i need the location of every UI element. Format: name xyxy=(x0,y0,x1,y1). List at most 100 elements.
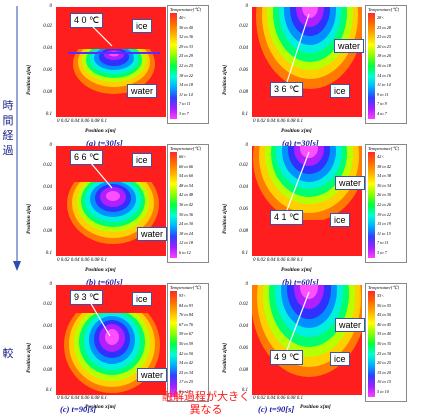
legend-title: Temperature[℃] xyxy=(368,146,400,151)
legend-item: 67 to 76 xyxy=(179,321,194,327)
x-ticks: 0 0.02 0.04 0.06 0.08 0.1 xyxy=(57,119,107,124)
legend-item: 36 to 42 xyxy=(179,201,194,207)
y-tick: 0 xyxy=(245,143,249,148)
panel-caption: (b) t=60[s] xyxy=(282,277,319,287)
legend-item: 66< xyxy=(179,154,187,159)
legend-item: 26 to 30 xyxy=(377,192,392,198)
color-legend: Temperature[℃] 40< 36 to 40 32 to 36 29 … xyxy=(167,5,209,124)
legend-list: 93< 84 to 93 76 to 84 67 to 76 59 to 67 … xyxy=(179,291,193,397)
legend-item: 42 to 48 xyxy=(179,192,194,198)
temp-pointer xyxy=(88,161,118,195)
y-axis-label: Position z[m] xyxy=(222,342,228,373)
y-tick: 0.08 xyxy=(43,368,52,373)
legend-item: 34 to 42 xyxy=(179,360,194,366)
legend-item: 10 to 15 xyxy=(377,379,392,385)
panel-caption: (a) t=30[s] xyxy=(86,138,123,148)
x-axis-label: Position x[m] xyxy=(85,267,116,273)
legend-item: 32 to 36 xyxy=(179,34,194,40)
y-tick: 0.08 xyxy=(239,229,248,234)
legend-item: 50 to 55 xyxy=(377,302,392,308)
legend-item: 22 to 25 xyxy=(179,62,194,68)
legend-item: 60 to 66 xyxy=(179,163,194,169)
temp-label: 6 6 ℃ xyxy=(70,150,104,165)
contour-plot-c-right xyxy=(252,285,362,395)
legend-item: 14 to 16 xyxy=(377,72,392,78)
legend-item: 18 to 22 xyxy=(179,72,194,78)
x-ticks: 0 0.02 0.04 0.06 0.08 0.1 xyxy=(253,396,303,401)
y-tick: 0.08 xyxy=(239,90,248,95)
x-axis-label: Position x[m] xyxy=(85,404,116,410)
y-tick: 0.02 xyxy=(43,24,52,29)
y-tick: 0.02 xyxy=(239,302,248,307)
x-ticks: 0 0.02 0.04 0.06 0.08 0.1 xyxy=(57,396,107,401)
y-tick: 0.04 xyxy=(43,46,52,51)
y-tick: 0.06 xyxy=(43,346,52,351)
legend-item: 93< xyxy=(179,293,187,298)
compare-label: 較 xyxy=(2,347,14,360)
legend-item: 34 to 38 xyxy=(377,173,392,179)
water-label: water xyxy=(137,368,168,382)
legend-item: 6 to 12 xyxy=(179,249,191,255)
panel-caption: (b) t=60[s] xyxy=(86,277,123,287)
x-ticks: 0 0.02 0.04 0.06 0.08 0.1 xyxy=(253,258,303,263)
legend-item: 3 to 7 xyxy=(179,110,189,116)
y-axis-label: Position z[m] xyxy=(26,203,32,234)
temp-pointer xyxy=(88,301,118,343)
temp-pointer xyxy=(285,150,315,217)
legend-title: Temperature[℃] xyxy=(368,285,400,290)
legend-list: 55< 50 to 55 45 to 50 40 to 45 35 to 40 … xyxy=(377,291,391,397)
temp-label: 9 3 ℃ xyxy=(70,290,104,305)
y-axis-label: Position z[m] xyxy=(26,64,32,95)
y-tick: 0.08 xyxy=(43,90,52,95)
y-axis-label: Position z[m] xyxy=(26,342,32,373)
legend-item: 48 to 54 xyxy=(179,182,194,188)
legend-item: 84 to 93 xyxy=(179,302,194,308)
panel-caption: (a) t=30[s] xyxy=(282,138,319,148)
y-tick: 0.02 xyxy=(43,302,52,307)
legend-item: 25 to 30 xyxy=(377,350,392,356)
legend-title: Temperature[℃] xyxy=(170,7,202,12)
y-tick: 0.04 xyxy=(239,324,248,329)
temp-pointer xyxy=(285,290,315,357)
x-ticks: 0 0.02 0.04 0.06 0.08 0.1 xyxy=(57,258,107,263)
color-legend: Temperature[℃] 66< 60 to 66 54 to 60 48 … xyxy=(167,144,209,263)
water-label: water xyxy=(335,318,366,332)
legend-item: 17 to 25 xyxy=(179,379,194,385)
legend-item: 7 to 9 xyxy=(377,101,387,107)
y-tick: 0 xyxy=(245,4,249,9)
y-tick: 0.06 xyxy=(239,207,248,212)
ice-label: ice xyxy=(132,292,152,306)
y-tick: 0.08 xyxy=(43,229,52,234)
temp-label: 4 1 ℃ xyxy=(270,210,304,225)
legend-item: 4 to 7 xyxy=(377,110,387,116)
legend-item: 23 to 25 xyxy=(377,34,392,40)
legend-item: 7 to 11 xyxy=(179,101,191,107)
legend-item: 16 to 18 xyxy=(377,62,392,68)
x-ticks: 0 0.02 0.04 0.06 0.08 0.1 xyxy=(253,119,303,124)
legend-item: 29 to 33 xyxy=(179,43,194,49)
legend-item: 28< xyxy=(377,15,385,20)
y-tick: 0.08 xyxy=(239,368,248,373)
x-axis-label: Position x[m] xyxy=(281,128,312,134)
legend-item: 42< xyxy=(377,154,385,159)
y-tick: 0 xyxy=(49,4,53,9)
melting-difference-note: 融解過程が大きく 異なる xyxy=(158,390,254,416)
y-tick: 0.02 xyxy=(43,163,52,168)
legend-title: Temperature[℃] xyxy=(368,7,400,12)
ice-label: ice xyxy=(132,19,152,33)
y-tick: 0.1 xyxy=(45,388,52,393)
note-line-2: 異なる xyxy=(189,403,223,416)
legend-item: 19 to 22 xyxy=(377,211,392,217)
legend-item: 54 to 60 xyxy=(179,173,194,179)
legend-list: 42< 38 to 42 34 to 38 30 to 34 26 to 30 … xyxy=(377,152,391,258)
color-legend: Temperature[℃] 55< 50 to 55 45 to 50 40 … xyxy=(365,283,407,402)
x-axis-label: Position x[m] xyxy=(85,128,116,134)
y-tick: 0.04 xyxy=(239,185,248,190)
legend-item: 3 to 7 xyxy=(377,249,387,255)
legend-list: 40< 36 to 40 32 to 36 29 to 33 25 to 29 … xyxy=(179,13,193,119)
y-tick: 0.06 xyxy=(239,68,248,73)
legend-item: 9 to 11 xyxy=(377,91,389,97)
legend-swatches xyxy=(368,152,375,258)
legend-item: 55< xyxy=(377,293,385,298)
legend-item: 11 to 15 xyxy=(377,230,391,236)
